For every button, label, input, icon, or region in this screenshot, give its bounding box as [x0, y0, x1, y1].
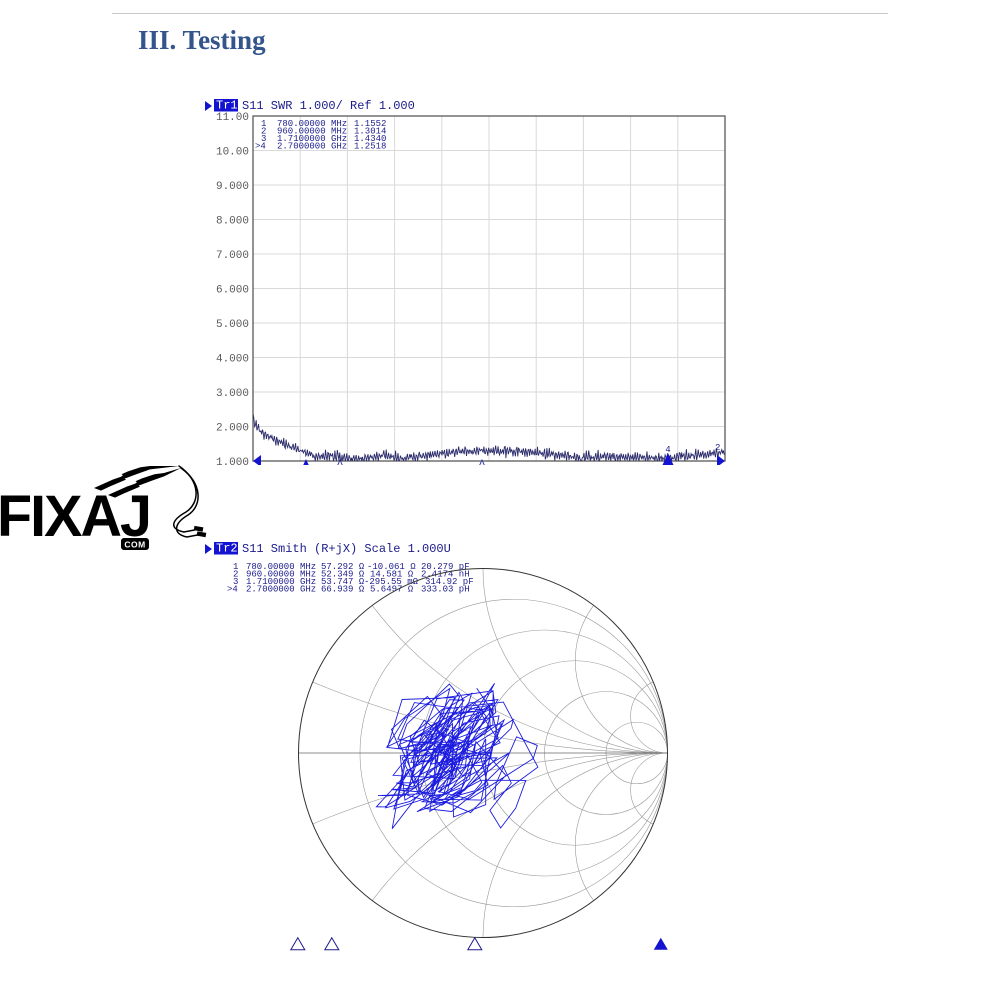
svg-text:5.000: 5.000 — [216, 319, 249, 331]
svg-text:2.7000000 GHz: 2.7000000 GHz — [277, 142, 347, 152]
svg-text:4.000: 4.000 — [216, 354, 249, 366]
svg-text:S11 Smith (R+jX) Scale 1.000U: S11 Smith (R+jX) Scale 1.000U — [242, 542, 451, 556]
svg-text:2: 2 — [715, 443, 720, 453]
svg-text:2.7000000 GHz: 2.7000000 GHz — [246, 585, 316, 595]
svg-text:6.000: 6.000 — [216, 285, 249, 297]
svg-text:4: 4 — [665, 445, 670, 455]
svg-text:8.000: 8.000 — [216, 216, 249, 228]
svg-text:66.939 Ω: 66.939 Ω — [321, 585, 364, 595]
svg-text:10.00: 10.00 — [216, 147, 249, 159]
svg-text:COM: COM — [124, 539, 145, 549]
svg-text:11.00: 11.00 — [216, 112, 249, 124]
svg-text:1.000: 1.000 — [216, 457, 249, 465]
svg-text:9.000: 9.000 — [216, 181, 249, 193]
svg-text:Tr1: Tr1 — [216, 99, 238, 113]
svg-text:Tr2: Tr2 — [216, 542, 238, 556]
svg-text:3.000: 3.000 — [216, 388, 249, 400]
svg-text:>4: >4 — [255, 142, 266, 152]
svg-text:>4: >4 — [227, 585, 238, 595]
svg-text:7.000: 7.000 — [216, 250, 249, 262]
svg-text:1.2518: 1.2518 — [354, 142, 386, 152]
svg-text:2.000: 2.000 — [216, 423, 249, 435]
svg-text:333.03 pH: 333.03 pH — [421, 585, 470, 595]
svg-text:S11 SWR 1.000/ Ref 1.000: S11 SWR 1.000/ Ref 1.000 — [242, 99, 415, 113]
